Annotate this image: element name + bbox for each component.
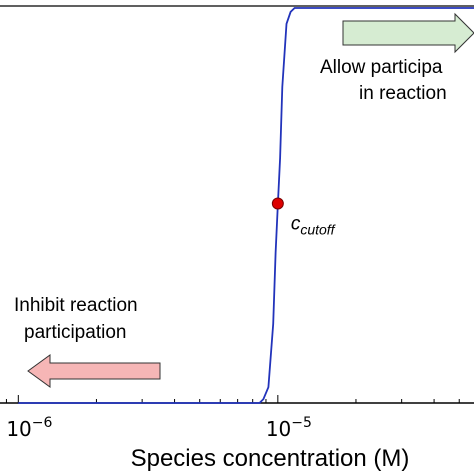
allow-text-line1: Allow participa bbox=[320, 57, 443, 78]
inhibit-annotation: Inhibit reaction participation bbox=[14, 295, 161, 388]
cutoff-label: ccutoff bbox=[291, 214, 337, 238]
allow-text-line2: in reaction bbox=[359, 83, 447, 104]
x-ticks bbox=[5, 395, 460, 403]
x-tick-label-base: 10 bbox=[266, 417, 291, 441]
inhibit-text-line1: Inhibit reaction bbox=[14, 295, 138, 316]
x-tick-labels: 10−6 10−5 bbox=[6, 415, 312, 441]
allow-arrow bbox=[342, 12, 474, 54]
cutoff-label-sub: cutoff bbox=[300, 222, 336, 238]
inhibit-arrow bbox=[27, 354, 161, 388]
cutoff-point bbox=[271, 197, 284, 210]
x-tick-label-base: 10 bbox=[6, 417, 31, 441]
inhibit-text-line2: participation bbox=[24, 322, 126, 343]
x-axis-label: Species concentration (M) bbox=[131, 445, 410, 472]
x-tick-label: 10−6 bbox=[6, 415, 52, 441]
x-tick-label-exponent: −5 bbox=[291, 415, 312, 431]
allow-annotation: Allow participa in reaction bbox=[320, 12, 474, 104]
x-tick-label: 10−5 bbox=[266, 415, 312, 441]
cutoff-label-main: c bbox=[291, 214, 301, 235]
x-tick-label-exponent: −6 bbox=[32, 415, 53, 431]
